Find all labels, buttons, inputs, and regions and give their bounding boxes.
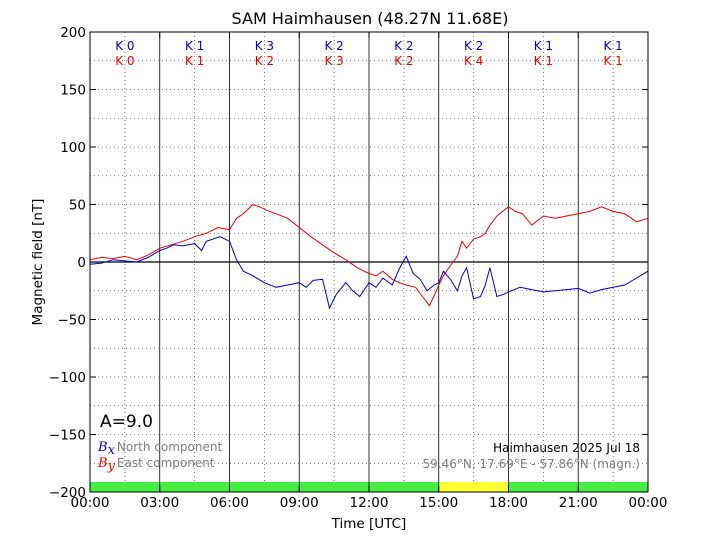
activity-segment — [229, 482, 300, 492]
k-index-by: K 1 — [534, 54, 553, 68]
k-index-bx: K 1 — [534, 39, 553, 53]
chart-title: SAM Haimhausen (48.27N 11.68E) — [232, 9, 509, 28]
y-tick-label: 150 — [60, 83, 86, 99]
k-index-bx: K 3 — [255, 39, 274, 53]
legend-by-label: East component — [117, 456, 215, 470]
y-tick-label: −50 — [58, 313, 87, 329]
activity-segment — [578, 482, 648, 492]
x-tick-label: 18:00 — [489, 495, 528, 511]
x-tick-label: 06:00 — [210, 495, 249, 511]
legend-by-sub: y — [107, 459, 116, 474]
k-index-labels: K 0K 0K 1K 1K 3K 2K 2K 3K 2K 2K 2K 4K 1K… — [115, 39, 623, 68]
k-index-by: K 0 — [115, 54, 134, 68]
legend-bx-symbol: B — [97, 440, 108, 455]
y-tick-label: −200 — [49, 485, 86, 501]
y-tick-label: −150 — [49, 428, 86, 444]
y-tick-label: −100 — [49, 370, 86, 386]
y-tick-label: 0 — [77, 255, 86, 271]
station-coordinates-label: 59.46°N, 17.69°E - 57.86°N (magn.) — [423, 457, 640, 471]
activity-bar — [90, 482, 648, 492]
legend-bx-sub: x — [108, 443, 116, 458]
x-tick-label: 00:00 — [71, 495, 110, 511]
activity-segment — [159, 482, 230, 492]
k-index-bx: K 2 — [394, 39, 413, 53]
k-index-by: K 1 — [603, 54, 622, 68]
activity-segment — [299, 482, 369, 492]
k-index-by: K 2 — [255, 54, 274, 68]
legend-by: By East component — [97, 456, 215, 474]
x-axis-label: Time [UTC] — [331, 516, 407, 532]
x-tick-label: 15:00 — [419, 495, 458, 511]
x-tick-label: 00:00 — [629, 495, 668, 511]
k-index-bx: K 2 — [464, 39, 483, 53]
legend-by-symbol: B — [97, 456, 108, 471]
x-tick-label: 09:00 — [280, 495, 319, 511]
x-axis-ticks: 00:00 03:00 06:00 09:00 12:00 15:00 18:00 21:00… — [71, 32, 668, 511]
k-index-bx: K 2 — [324, 39, 343, 53]
x-tick-label: 21:00 — [559, 495, 598, 511]
k-index-by: K 2 — [394, 54, 413, 68]
k-index-by: K 3 — [324, 54, 343, 68]
activity-segment — [508, 482, 579, 492]
k-index-bx: K 1 — [603, 39, 622, 53]
y-axis-ticks: 200 150 100 50 0 −50 −100 −150 −200 — [49, 25, 648, 501]
activity-segment — [90, 482, 160, 492]
k-index-by: K 1 — [185, 54, 204, 68]
activity-segment — [438, 482, 509, 492]
a-index-label: A=9.0 — [100, 412, 153, 432]
k-index-bx: K 0 — [115, 39, 134, 53]
series-line-bx — [89, 236, 649, 310]
activity-segment — [369, 482, 439, 492]
y-tick-label: 200 — [60, 25, 86, 41]
y-axis-label: Magnetic field [nT] — [30, 199, 46, 326]
x-tick-label: 12:00 — [350, 495, 389, 511]
legend-bx: Bx North component — [97, 440, 222, 458]
legend-bx-label: North component — [117, 440, 223, 454]
series-line-by — [89, 203, 649, 307]
station-date-label: Haimhausen 2025 Jul 18 — [493, 441, 640, 455]
grid-lines — [90, 32, 648, 492]
k-index-bx: K 1 — [185, 39, 204, 53]
legend: Bx North component By East component — [97, 440, 222, 474]
x-tick-label: 03:00 — [140, 495, 179, 511]
y-tick-label: 50 — [69, 198, 86, 214]
k-index-by: K 4 — [464, 54, 483, 68]
y-tick-label: 100 — [60, 140, 86, 156]
